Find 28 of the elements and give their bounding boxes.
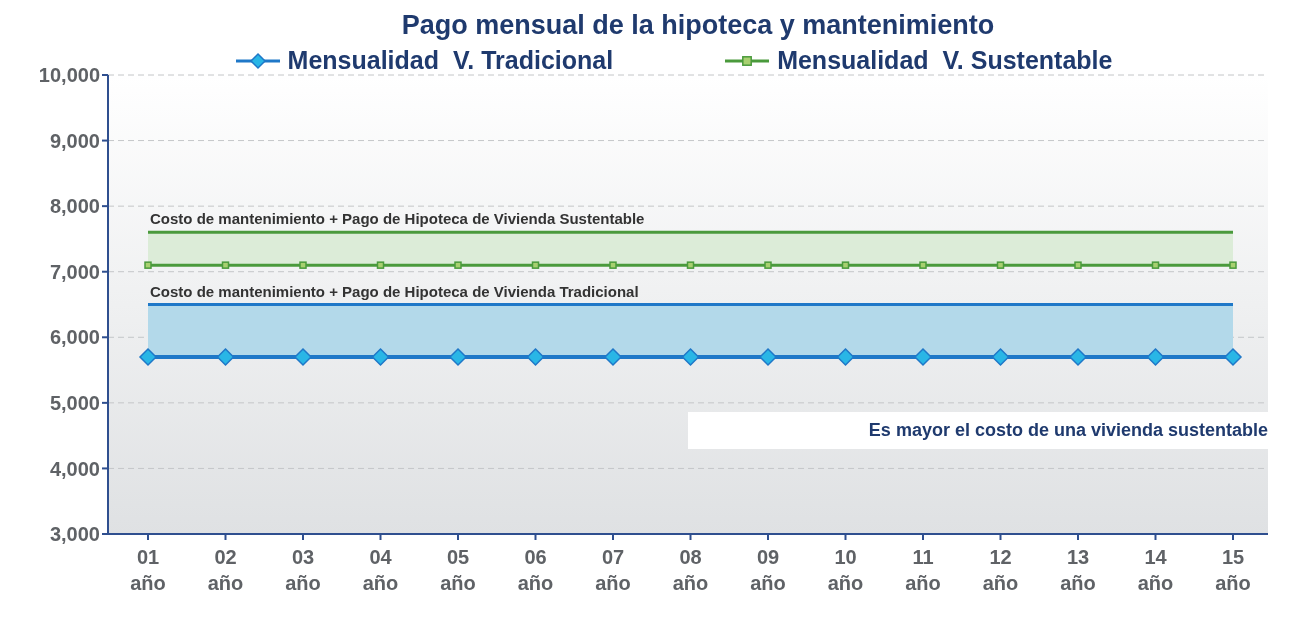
y-tick-label: 8,000 [49, 195, 100, 218]
legend-label: Mensualidad V. Sustentable [777, 46, 1113, 75]
x-tick-label: 13 año [1060, 546, 1096, 594]
y-tick-label: 9,000 [49, 129, 100, 152]
x-tick-label: 14 año [1137, 546, 1174, 594]
x-tick-label: 04 año [362, 546, 399, 594]
x-tick-label: 07 año [595, 546, 631, 594]
x-tick-label: 08 año [672, 546, 709, 594]
y-tick-label: 6,000 [49, 326, 100, 349]
y-tick-label: 4,000 [49, 457, 100, 480]
x-tick-label: 15 año [1215, 546, 1251, 594]
x-tick-label: 05 año [440, 546, 476, 594]
chart-title: Pago mensual de la hipoteca y mantenimiento [400, 9, 996, 42]
y-tick-label: 5,000 [49, 391, 100, 414]
y-tick-label: 10,000 [38, 64, 100, 87]
x-tick-label: 10 año [827, 546, 864, 594]
y-tick-label: 7,000 [49, 260, 100, 283]
legend-label: Mensualidad V. Tradicional [287, 46, 614, 75]
x-tick-label: 03 año [285, 546, 321, 594]
x-tick-label: 06 año [517, 546, 554, 594]
x-tick-label: 11 año [905, 546, 941, 594]
y-tick-label: 3,000 [49, 523, 100, 546]
band-label: Costo de mantenimiento + Pago de Hipoteca de Vivienda Tradicional [150, 282, 639, 300]
x-tick-label: 01 año [130, 546, 166, 594]
band-label: Costo de mantenimiento + Pago de Hipoteca de Vivienda Sustentable [150, 210, 645, 228]
x-tick-label: 09 año [750, 546, 786, 594]
x-tick-label: 02 año [207, 546, 244, 594]
x-tick-label: 12 año [982, 546, 1019, 594]
